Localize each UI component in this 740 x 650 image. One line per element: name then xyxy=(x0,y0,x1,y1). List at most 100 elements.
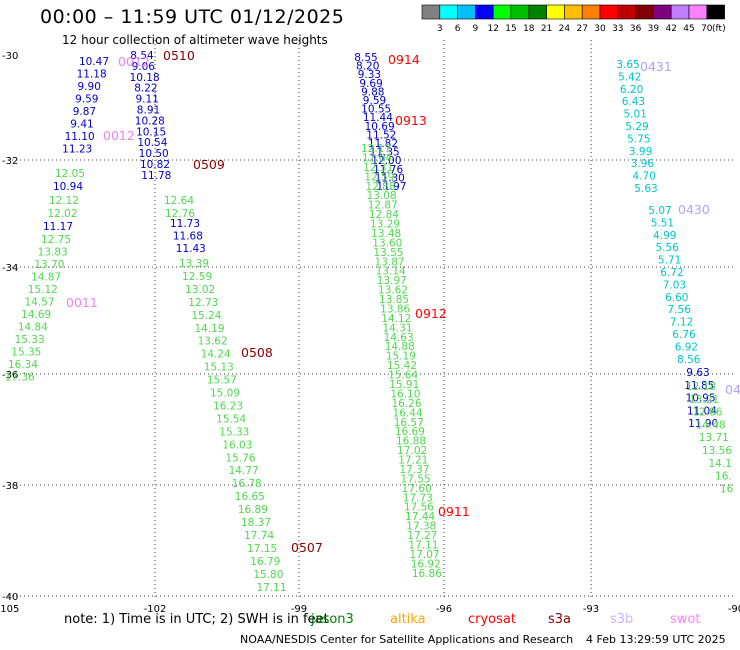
swh-value: 17.15 xyxy=(247,543,277,555)
color-scale-swatch xyxy=(581,4,601,20)
swh-value: 12.88 xyxy=(365,181,395,193)
swh-value: 16.92 xyxy=(411,558,441,570)
swh-value: 10.18 xyxy=(130,72,160,84)
pass-label: 0914 xyxy=(388,52,420,67)
color-scale-swatch xyxy=(706,4,725,20)
swh-value: 14.63 xyxy=(384,332,414,344)
pass-labels: 0510 0012 0012 0509 0011 0508 0507 0914 0913 0912… xyxy=(66,48,740,555)
swh-value: 9.59 xyxy=(363,95,386,107)
swh-value: 16.89 xyxy=(238,504,268,516)
swh-value: 10.54 xyxy=(137,137,167,149)
color-scale-swatch xyxy=(653,4,672,20)
swh-value: 6.43 xyxy=(622,96,645,108)
swh-value: 14.57 xyxy=(24,297,54,309)
chart-title: 00:00 – 11:59 UTC 01/12/2025 xyxy=(40,6,345,28)
satellite-legend-jason3: jason3 xyxy=(311,612,354,627)
swh-value: 11.10 xyxy=(65,131,95,143)
color-scale-swatch xyxy=(439,4,458,20)
swh-value: 9.90 xyxy=(78,81,101,93)
swh-value: 6.20 xyxy=(620,84,643,96)
swh-value: 11.76 xyxy=(373,164,403,176)
pass-label: 0912 xyxy=(415,306,447,321)
swh-value: 10.15 xyxy=(136,126,166,138)
color-scale-tick: 27 xyxy=(576,24,587,34)
pass-label: 0911 xyxy=(438,504,470,519)
swh-value: 15.35 xyxy=(11,347,41,359)
swh-value: 12.75 xyxy=(41,234,71,246)
swh-value: 14.84 xyxy=(18,322,48,334)
swh-value: 16 xyxy=(720,483,734,495)
swh-value: 17.02 xyxy=(397,445,427,457)
swh-value: 12.12 xyxy=(49,195,79,207)
swh-value: 3.65 xyxy=(616,59,639,71)
swh-value: 12.17 xyxy=(361,143,391,155)
swh-value: 13.21 xyxy=(689,394,719,406)
satellite-legend-s3a: s3a xyxy=(548,612,572,627)
swh-value: 12.87 xyxy=(368,200,398,212)
swh-value: 15.76 xyxy=(225,452,255,464)
color-scale-swatch xyxy=(457,4,476,20)
swh-value: 13.48 xyxy=(371,228,401,240)
swh-value: 11.43 xyxy=(176,243,206,255)
swh-value: 11.97 xyxy=(376,181,406,193)
swh-value: 17.73 xyxy=(403,492,433,504)
swh-value: 16.79 xyxy=(250,556,280,568)
latitude-label: -32 xyxy=(2,156,18,167)
swh-value: 11.44 xyxy=(363,112,393,124)
swh-value: 11.82 xyxy=(368,138,398,150)
color-scale-tick: 45 xyxy=(683,24,694,34)
swh-value: 15.91 xyxy=(389,379,419,391)
swh-value: 13.97 xyxy=(377,275,407,287)
swh-value: 10.94 xyxy=(53,181,83,193)
swh-value: 16.69 xyxy=(395,426,425,438)
latitude-label: -36 xyxy=(2,370,18,381)
longitude-label: -102 xyxy=(144,604,167,615)
longitude-label: -96 xyxy=(436,604,452,615)
swh-value: 17.38 xyxy=(406,521,436,533)
swh-value: 16.26 xyxy=(391,398,421,410)
swh-value: 17.44 xyxy=(405,511,435,523)
swh-value: 5.42 xyxy=(618,71,641,83)
swh-value: 5.01 xyxy=(624,109,647,121)
pass-label: 0430 xyxy=(678,202,710,217)
swh-value: 13.62 xyxy=(378,285,408,297)
swh-value: 16.88 xyxy=(396,436,426,448)
longitude-label: -93 xyxy=(583,604,599,615)
swh-value: 10.69 xyxy=(365,121,395,133)
swh-value: 16.23 xyxy=(213,400,243,412)
swh-value: 17.21 xyxy=(398,455,428,467)
swh-value: 5.71 xyxy=(658,255,681,267)
swh-value: 12.84 xyxy=(369,209,399,221)
color-scale-swatch xyxy=(635,4,654,20)
color-scale-tick: 21 xyxy=(541,24,552,34)
swh-value: 15.42 xyxy=(387,360,417,372)
swh-value: 5.75 xyxy=(627,133,650,145)
swh-value: 16.78 xyxy=(232,478,262,490)
latitude-label: -30 xyxy=(2,51,18,62)
lat-lon-grid: -105 -102 -99 -96 -93 -90 -30 -32 -34 -36 -38 -40 xyxy=(0,40,740,615)
swh-value: 17.60 xyxy=(402,483,432,495)
swh-value: 12.02 xyxy=(47,208,77,220)
color-scale-swatch xyxy=(564,4,583,20)
swh-value: 15.19 xyxy=(386,351,416,363)
swh-value: 3.99 xyxy=(629,146,652,158)
longitude-label: -90 xyxy=(728,604,740,615)
color-scale-tick: 36 xyxy=(630,24,642,34)
swh-value: 11.23 xyxy=(62,144,92,156)
swh-value: 13.70 xyxy=(34,259,64,271)
swh-value: 15.80 xyxy=(253,569,283,581)
swh-value: 12.59 xyxy=(182,271,212,283)
swh-value: 13.60 xyxy=(372,237,402,249)
pass-label: 0011 xyxy=(66,295,98,310)
swh-value: 15.24 xyxy=(191,310,221,322)
swh-value: 11.68 xyxy=(173,231,203,243)
swh-value: 15.33 xyxy=(15,334,45,346)
longitude-label: -99 xyxy=(291,604,307,615)
swh-value: 13.85 xyxy=(379,294,409,306)
swh-value: 11.35 xyxy=(370,147,400,159)
swh-value: 14.31 xyxy=(382,322,412,334)
swh-value: 11.90 xyxy=(688,418,718,430)
swh-value: 8.91 xyxy=(137,105,160,117)
swh-value: 14.77 xyxy=(229,465,259,477)
